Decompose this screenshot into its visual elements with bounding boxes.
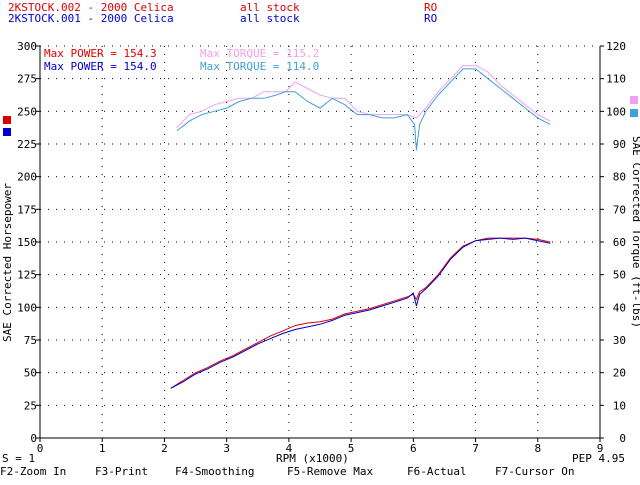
- y-right-tick-label: 0: [619, 432, 626, 445]
- y-right-tick-label: 10: [613, 399, 626, 412]
- run1-power-swatch: [3, 128, 11, 136]
- y-left-tick-label: 275: [17, 73, 37, 86]
- x-tick-label: 9: [597, 442, 604, 455]
- run1-notes: all stock: [240, 12, 300, 25]
- x-axis-label: RPM (x1000): [276, 452, 349, 465]
- y-left-tick-label: 300: [17, 40, 37, 53]
- run1-file: 2KSTOCK.001 - 2000 Celica: [8, 12, 174, 25]
- fkey-smoothing[interactable]: F4-Smoothing: [175, 465, 254, 478]
- run2-torque-swatch: [630, 96, 638, 104]
- legend-max-torque-run2: Max TORQUE = 115.2: [200, 47, 319, 60]
- y-left-tick-label: 150: [17, 236, 37, 249]
- y-left-tick-label: 200: [17, 171, 37, 184]
- y-right-tick-label: 60: [613, 236, 626, 249]
- y-left-tick-label: 75: [24, 334, 37, 347]
- run2-notes: all stock: [240, 1, 300, 14]
- x-tick-label: 1: [99, 442, 106, 455]
- y-right-tick-label: 70: [613, 203, 626, 216]
- x-axis-ticks: 0 1 2 3 4 5 6 7 8 9: [37, 438, 604, 455]
- y-left-tick-label: 125: [17, 269, 37, 282]
- run1-code: RO: [424, 12, 437, 25]
- y-axis-left-label: SAE Corrected Horsepower: [1, 183, 14, 342]
- series-line-power-0: [170, 237, 551, 389]
- fkey-zoom-in[interactable]: F2-Zoom In: [0, 465, 66, 478]
- fkey-actual[interactable]: F6-Actual: [407, 465, 467, 478]
- series-line-power-1: [170, 237, 551, 389]
- y-left-tick-label: 250: [17, 105, 37, 118]
- legend-max-torque-run1: Max TORQUE = 114.0: [200, 60, 319, 73]
- y-right-tick-label: 80: [613, 171, 626, 184]
- x-tick-label: 6: [410, 442, 417, 455]
- y-right-tick-label: 30: [613, 334, 626, 347]
- run2-power-swatch: [3, 116, 11, 124]
- x-tick-label: 7: [472, 442, 479, 455]
- y-left-tick-label: 175: [17, 203, 37, 216]
- x-tick-label: 0: [37, 442, 44, 455]
- series-line-torque-2: [176, 65, 551, 129]
- x-tick-label: 2: [161, 442, 168, 455]
- x-tick-label: 8: [534, 442, 541, 455]
- y-left-tick-label: 50: [24, 367, 37, 380]
- y-right-tick-label: 20: [613, 367, 626, 380]
- fkey-print[interactable]: F3-Print: [95, 465, 148, 478]
- x-tick-label: 4: [286, 442, 293, 455]
- y-axis-right-label: SAE Corrected Torque (ft-lbs): [630, 136, 640, 328]
- version-label: PEP 4.95: [572, 452, 625, 465]
- scale-indicator: S = 1: [2, 452, 35, 465]
- y-left-tick-label: 225: [17, 138, 37, 151]
- y-right-tick-label: 110: [606, 73, 626, 86]
- run2-file: 2KSTOCK.002 - 2000 Celica: [8, 1, 174, 14]
- x-tick-label: 3: [223, 442, 230, 455]
- legend-max-power-run1: Max POWER = 154.0: [44, 60, 157, 73]
- fkey-remove-max[interactable]: F5-Remove Max: [287, 465, 373, 478]
- y-right-tick-label: 90: [613, 138, 626, 151]
- fkey-cursor-on[interactable]: F7-Cursor On: [495, 465, 574, 478]
- y-right-tick-label: 40: [613, 301, 626, 314]
- y-left-tick-label: 25: [24, 399, 37, 412]
- run1-torque-swatch: [630, 109, 638, 117]
- y-axis-right-ticks: 0 10 20 30 40 50 60 70 80 90 100 110 120: [600, 40, 626, 445]
- grid-dots: [40, 45, 600, 438]
- legend-max-power-run2: Max POWER = 154.3: [44, 47, 157, 60]
- y-right-tick-label: 100: [606, 105, 626, 118]
- y-left-tick-label: 0: [30, 432, 37, 445]
- y-axis-left-ticks: 0 25 50 75 100 125 150 175 200 225 250 275 300: [17, 40, 40, 445]
- y-right-tick-label: 120: [606, 40, 626, 53]
- run2-code: RO: [424, 1, 437, 14]
- series-line-torque-3: [176, 68, 551, 151]
- series-layer: [170, 65, 551, 389]
- y-right-tick-label: 50: [613, 269, 626, 282]
- x-tick-label: 5: [348, 442, 355, 455]
- y-left-tick-label: 100: [17, 301, 37, 314]
